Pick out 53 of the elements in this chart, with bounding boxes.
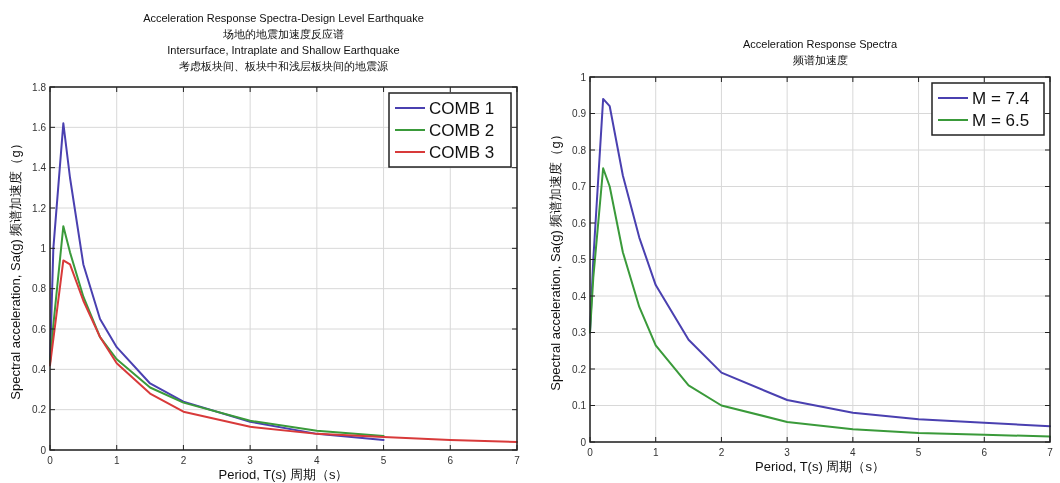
y-tick-label: 0.4 [32, 363, 47, 375]
x-tick-label: 6 [981, 447, 988, 458]
x-tick-label: 3 [247, 455, 254, 466]
y-tick-label: 0.8 [572, 144, 587, 156]
y-axis-title: Spectral acceleration, Sa(g) 频谱加速度（g） [548, 128, 563, 391]
x-tick-label: 1 [652, 447, 659, 458]
y-tick-label: 1 [40, 242, 47, 254]
legend-label: COMB 2 [429, 121, 495, 140]
legend-label: M = 6.5 [972, 111, 1030, 130]
x-tick-label: 2 [180, 455, 187, 466]
line-series [49, 259, 518, 443]
y-tick-label: 0.7 [572, 181, 587, 192]
line-series [49, 225, 385, 437]
y-tick-label: 0 [580, 436, 587, 448]
y-tick-label: 0.3 [572, 327, 587, 338]
x-tick-label: 2 [718, 447, 725, 458]
y-tick-label: 0.2 [572, 363, 587, 375]
x-tick-label: 0 [587, 447, 594, 458]
y-tick-label: 0.4 [572, 290, 587, 302]
chart-title: Acceleration Response Spectra [742, 38, 898, 50]
x-tick-label: 0 [47, 455, 54, 466]
chart-subtitle: 场地的地震加速度反应谱 Intersurface, Intraplate and Shallow Earthquake 考虑板块间、板块中和浅层板块间的地震源 [167, 28, 400, 72]
legend-label: COMB 3 [429, 143, 495, 162]
x-tick-label: 5 [915, 447, 922, 458]
y-tick-label: 1.4 [32, 162, 47, 174]
legend-label: COMB 1 [429, 99, 495, 118]
x-tick-label: 7 [514, 455, 521, 466]
x-tick-label: 5 [380, 455, 387, 466]
y-tick-label: 0.2 [32, 404, 47, 416]
chart-subtitle: 频谱加速度 [792, 54, 848, 66]
x-axis-title: Period, T(s) 周期（s） [755, 459, 885, 474]
x-tick-label: 6 [447, 455, 454, 466]
y-tick-label: 0.6 [32, 323, 47, 335]
y-axis-title: Spectral acceleration, Sa(g) 频谱加速度（g） [8, 137, 23, 400]
x-axis-title: Period, T(s) 周期（s） [218, 467, 349, 482]
x-tick-label: 1 [113, 455, 120, 466]
y-tick-label: 1.6 [32, 121, 47, 133]
y-tick-label: 1.8 [32, 81, 47, 93]
y-tick-label: 1 [580, 71, 587, 83]
y-tick-label: 0.1 [572, 400, 587, 411]
chart-title: Acceleration Response Spectra-Design Level Earthquake [143, 12, 424, 24]
y-tick-label: 0.5 [572, 254, 587, 265]
line-series [49, 122, 385, 441]
x-tick-label: 3 [784, 447, 791, 458]
y-tick-label: 0.6 [572, 217, 587, 229]
y-tick-label: 1.2 [32, 202, 47, 214]
y-tick-label: 0.8 [32, 283, 47, 295]
x-tick-label: 7 [1047, 447, 1054, 458]
y-tick-label: 0.9 [572, 108, 587, 119]
x-tick-label: 4 [850, 447, 857, 458]
legend-label: M = 7.4 [972, 89, 1030, 108]
line-series [589, 167, 1051, 438]
x-tick-label: 4 [314, 455, 321, 466]
